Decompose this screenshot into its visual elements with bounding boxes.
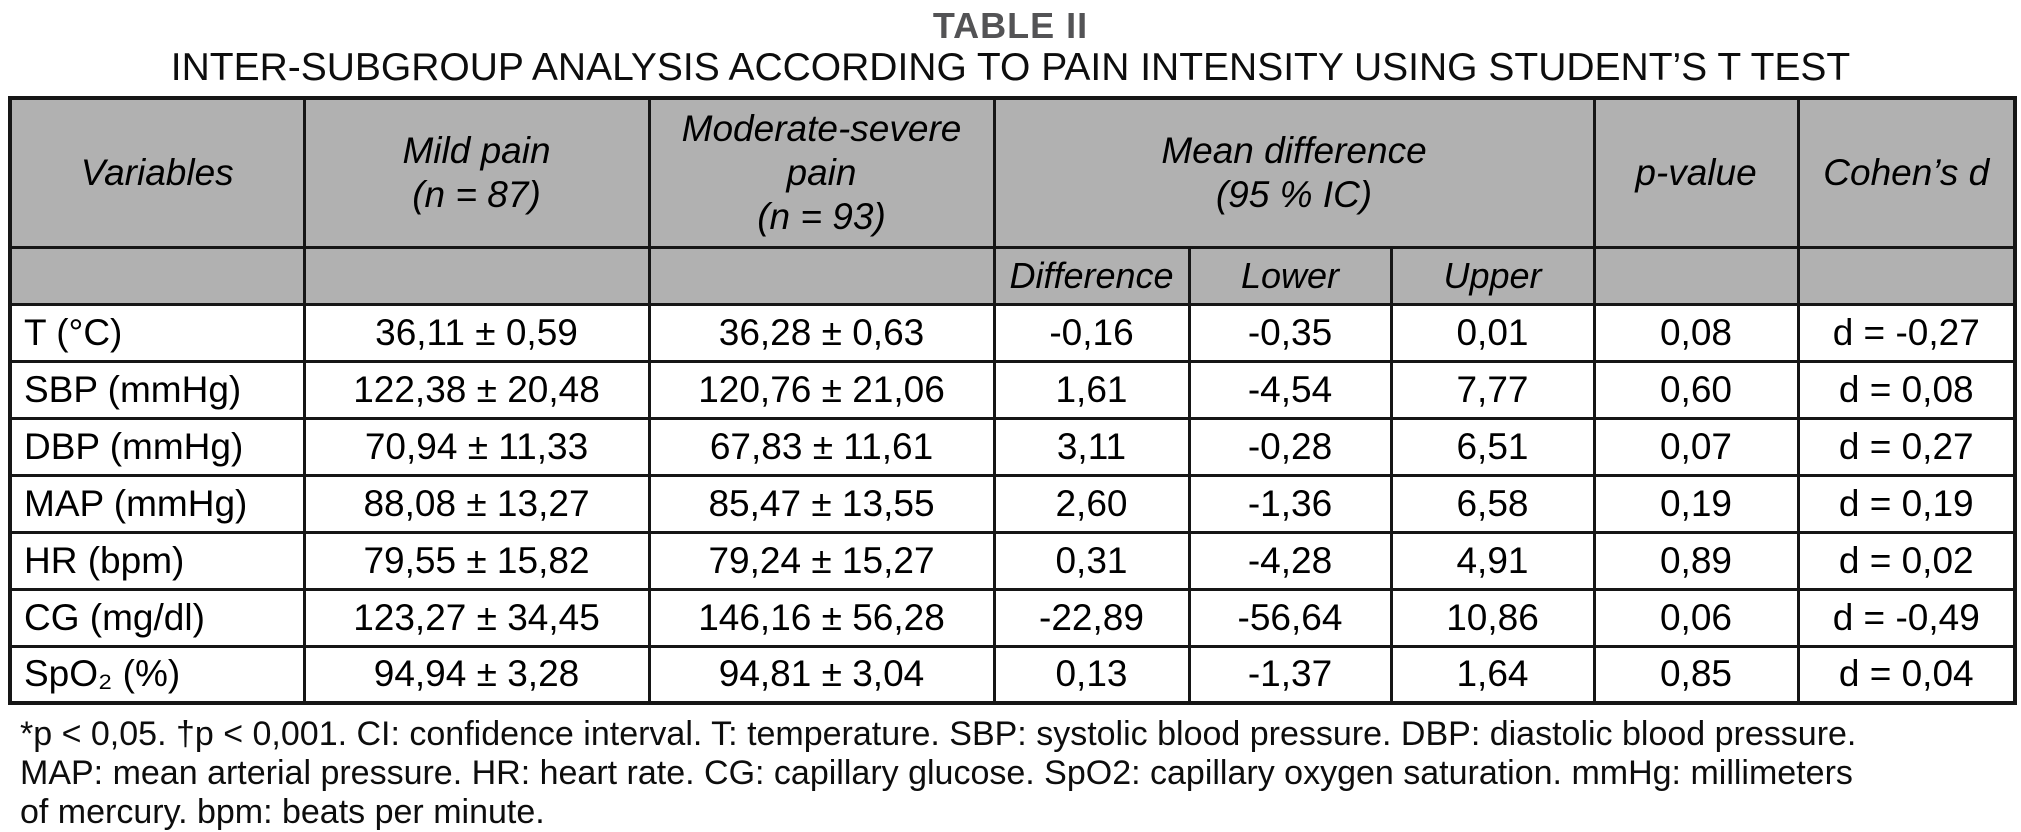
cell-upper: 1,64 — [1389, 644, 1596, 705]
cell-difference: 0,31 — [992, 530, 1191, 591]
cell-cohens-d: d = -0,49 — [1796, 587, 2017, 648]
cell-moderate: 94,81 ± 3,04 — [647, 644, 996, 705]
header-cohens-d: Cohen’s d — [1796, 96, 2017, 249]
subheader-empty-p — [1592, 245, 1800, 306]
cell-variable: SBP (mmHg) — [8, 359, 306, 420]
header-row-sub: Difference Lower Upper — [8, 245, 2017, 306]
subheader-empty-variables — [8, 245, 306, 306]
cell-p-value: 0,08 — [1592, 302, 1800, 363]
table-row: T (°C) 36,11 ± 0,59 36,28 ± 0,63 -0,16 -… — [8, 302, 2017, 363]
cell-cohens-d: d = 0,08 — [1796, 359, 2017, 420]
cell-lower: -56,64 — [1187, 587, 1393, 648]
cell-moderate: 79,24 ± 15,27 — [647, 530, 996, 591]
cell-mild: 88,08 ± 13,27 — [302, 473, 651, 534]
table-row: SpO₂ (%) 94,94 ± 3,28 94,81 ± 3,04 0,13 … — [8, 644, 2017, 705]
subheader-empty-mild — [302, 245, 651, 306]
cell-lower: -1,36 — [1187, 473, 1393, 534]
subheader-upper: Upper — [1389, 245, 1596, 306]
cell-variable: SpO₂ (%) — [8, 644, 306, 705]
cell-variable: MAP (mmHg) — [8, 473, 306, 534]
cell-upper: 10,86 — [1389, 587, 1596, 648]
cell-moderate: 36,28 ± 0,63 — [647, 302, 996, 363]
header-mean-difference: Mean difference (95 % IC) — [992, 96, 1596, 249]
subheader-empty-d — [1796, 245, 2017, 306]
cell-cohens-d: d = 0,27 — [1796, 416, 2017, 477]
cell-moderate: 120,76 ± 21,06 — [647, 359, 996, 420]
header-variables: Variables — [8, 96, 306, 249]
cell-mild: 70,94 ± 11,33 — [302, 416, 651, 477]
cell-mild: 79,55 ± 15,82 — [302, 530, 651, 591]
results-table: Variables Mild pain (n = 87) Moderate-se… — [8, 96, 2017, 705]
cell-p-value: 0,85 — [1592, 644, 1800, 705]
cell-lower: -1,37 — [1187, 644, 1393, 705]
table-title-block: TABLE II INTER-SUBGROUP ANALYSIS ACCORDI… — [0, 0, 2021, 90]
footnote-line: of mercury. bpm: beats per minute. — [20, 793, 545, 831]
cell-difference: -22,89 — [992, 587, 1191, 648]
table-row: MAP (mmHg) 88,08 ± 13,27 85,47 ± 13,55 2… — [8, 473, 2017, 534]
cell-difference: 3,11 — [992, 416, 1191, 477]
cell-difference: -0,16 — [992, 302, 1191, 363]
cell-cohens-d: d = -0,27 — [1796, 302, 2017, 363]
cell-difference: 1,61 — [992, 359, 1191, 420]
cell-cohens-d: d = 0,19 — [1796, 473, 2017, 534]
table-footnote: *p < 0,05. †p < 0,001. CI: confidence in… — [20, 715, 2021, 832]
cell-p-value: 0,06 — [1592, 587, 1800, 648]
cell-p-value: 0,07 — [1592, 416, 1800, 477]
cell-p-value: 0,89 — [1592, 530, 1800, 591]
cell-upper: 6,58 — [1389, 473, 1596, 534]
table-caption: INTER-SUBGROUP ANALYSIS ACCORDING TO PAI… — [170, 46, 1851, 89]
table-row: CG (mg/dl) 123,27 ± 34,45 146,16 ± 56,28… — [8, 587, 2017, 648]
cell-p-value: 0,19 — [1592, 473, 1800, 534]
cell-lower: -0,28 — [1187, 416, 1393, 477]
cell-mild: 122,38 ± 20,48 — [302, 359, 651, 420]
cell-variable: CG (mg/dl) — [8, 587, 306, 648]
cell-lower: -4,28 — [1187, 530, 1393, 591]
cell-variable: DBP (mmHg) — [8, 416, 306, 477]
cell-moderate: 85,47 ± 13,55 — [647, 473, 996, 534]
subheader-difference: Difference — [992, 245, 1191, 306]
subheader-lower: Lower — [1187, 245, 1393, 306]
cell-mild: 36,11 ± 0,59 — [302, 302, 651, 363]
table-number-title: TABLE II — [932, 5, 1089, 46]
cell-mild: 123,27 ± 34,45 — [302, 587, 651, 648]
header-row-main: Variables Mild pain (n = 87) Moderate-se… — [8, 96, 2017, 249]
cell-upper: 4,91 — [1389, 530, 1596, 591]
cell-mild: 94,94 ± 3,28 — [302, 644, 651, 705]
cell-upper: 6,51 — [1389, 416, 1596, 477]
table-row: SBP (mmHg) 122,38 ± 20,48 120,76 ± 21,06… — [8, 359, 2017, 420]
cell-lower: -4,54 — [1187, 359, 1393, 420]
header-p-value: p-value — [1592, 96, 1800, 249]
header-mild-pain: Mild pain (n = 87) — [302, 96, 651, 249]
cell-upper: 0,01 — [1389, 302, 1596, 363]
table-row: HR (bpm) 79,55 ± 15,82 79,24 ± 15,27 0,3… — [8, 530, 2017, 591]
cell-difference: 2,60 — [992, 473, 1191, 534]
cell-moderate: 146,16 ± 56,28 — [647, 587, 996, 648]
subheader-empty-moderate — [647, 245, 996, 306]
cell-difference: 0,13 — [992, 644, 1191, 705]
header-moderate-severe-pain: Moderate-severe pain (n = 93) — [647, 96, 996, 249]
cell-p-value: 0,60 — [1592, 359, 1800, 420]
cell-variable: T (°C) — [8, 302, 306, 363]
footnote-line: *p < 0,05. †p < 0,001. CI: confidence in… — [20, 715, 1857, 753]
cell-cohens-d: d = 0,04 — [1796, 644, 2017, 705]
cell-variable: HR (bpm) — [8, 530, 306, 591]
cell-moderate: 67,83 ± 11,61 — [647, 416, 996, 477]
cell-upper: 7,77 — [1389, 359, 1596, 420]
cell-cohens-d: d = 0,02 — [1796, 530, 2017, 591]
cell-lower: -0,35 — [1187, 302, 1393, 363]
table-row: DBP (mmHg) 70,94 ± 11,33 67,83 ± 11,61 3… — [8, 416, 2017, 477]
footnote-line: MAP: mean arterial pressure. HR: heart r… — [20, 754, 1853, 792]
